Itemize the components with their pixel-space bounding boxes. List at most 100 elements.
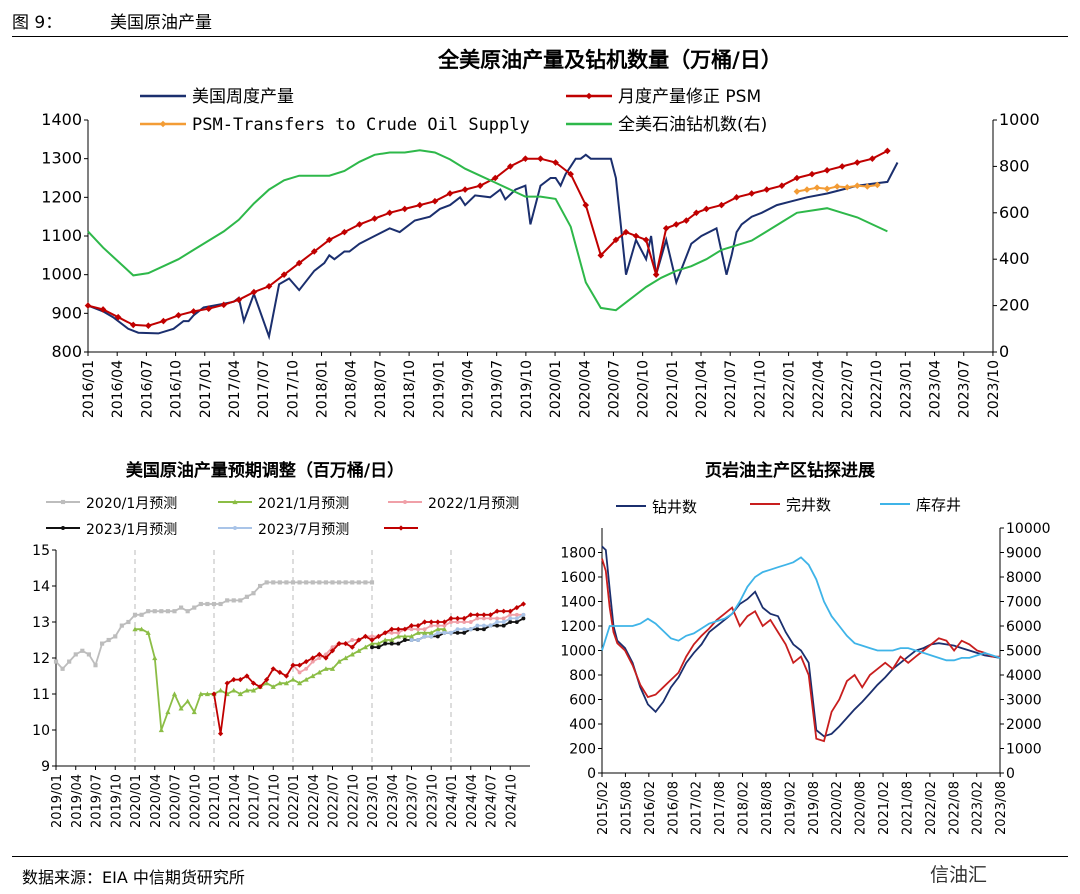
series-3-point: [501, 616, 506, 621]
series-2-point: [190, 308, 197, 315]
x-tick-label: 2015/02: [596, 781, 611, 835]
series-2-point: [99, 306, 107, 313]
series-line-6: [213, 603, 524, 734]
series-2-point: [175, 311, 182, 319]
x-tick-label: 2021/01: [208, 774, 223, 828]
y-tick-label: 13: [32, 615, 50, 631]
series-3-point: [853, 182, 861, 190]
series-1-point: [363, 580, 368, 585]
watermark-text: 信油汇: [930, 864, 988, 886]
y2-tick-label: 8000: [1006, 570, 1042, 586]
series-2-point: [838, 163, 846, 170]
series-5-point: [488, 623, 493, 628]
x-tick-label: 2020/10: [188, 774, 203, 828]
series-2-point: [265, 282, 273, 290]
series-2-point: [446, 190, 454, 197]
series-2-point: [461, 186, 469, 193]
series-5-point: [501, 620, 506, 624]
series-line-3: [292, 613, 524, 674]
series-2-point: [632, 232, 640, 240]
x-tick-label: 2019/02: [783, 781, 798, 835]
x-tick-label: 2021/10: [752, 360, 768, 418]
y2-tick-label: 800: [999, 156, 1030, 175]
x-tick-label: 2022/08: [947, 781, 962, 835]
y-tick-label: 200: [569, 742, 596, 758]
series-1-point: [277, 580, 282, 585]
series-6-point: [474, 612, 480, 618]
series-5-point: [416, 638, 421, 642]
series-2-point: [220, 301, 228, 309]
series-1-point: [317, 580, 322, 585]
series-1-point: [172, 609, 177, 614]
series-2-point: [389, 637, 395, 643]
series-2-point: [310, 673, 316, 679]
legend-label: 美国周度产量: [192, 87, 294, 107]
x-tick-label: 2022/07: [840, 360, 856, 418]
series-3-point: [508, 612, 513, 617]
y-tick-label: 1400: [41, 110, 82, 129]
chart-title: 美国原油产量预期调整（百万桶/日）: [126, 460, 404, 481]
series-2-point: [185, 698, 191, 704]
series-line-4: [87, 149, 888, 312]
x-tick-label: 2021/04: [228, 774, 243, 828]
x-tick-label: 2018/07: [373, 360, 389, 418]
series-2-point: [507, 163, 514, 170]
y-tick-label: 900: [51, 303, 82, 322]
x-tick-label: 2024/07: [485, 774, 500, 828]
y-tick-label: 1000: [41, 265, 82, 284]
series-5-point: [455, 627, 460, 632]
series-3-point: [304, 666, 309, 671]
y2-tick-label: 2000: [1006, 717, 1042, 733]
report-footer: 数据来源：EIA 中信期货研究所 信油汇: [0, 852, 1080, 894]
series-2-point: [718, 201, 725, 209]
series-3-point: [396, 630, 401, 635]
y-tick-label: 12: [32, 651, 50, 667]
y2-tick-label: 0: [999, 342, 1009, 361]
series-3-point: [330, 645, 335, 650]
series-1-point: [60, 666, 65, 671]
series-3-point: [514, 612, 519, 617]
series-2-point: [270, 684, 276, 689]
series-2-point: [296, 680, 303, 686]
series-2-point: [280, 271, 288, 278]
series-2-point: [662, 224, 670, 232]
x-tick-label: 2020/07: [169, 774, 184, 828]
series-5-point: [475, 623, 480, 628]
x-tick-label: 2016/10: [169, 360, 185, 418]
x-tick-label: 2020/10: [636, 360, 652, 418]
bottom-right-chart: 页岩油主产区钻探进展 0 200 400 600 800 1000 1200 1400 1600 1…: [560, 460, 1050, 835]
y-tick-label: 1400: [560, 595, 596, 611]
series-2-point: [316, 669, 322, 675]
series-2-point: [652, 271, 660, 278]
x-tick-label: 2020/04: [149, 774, 164, 828]
series-3-point: [793, 188, 801, 195]
series-2-point: [431, 197, 439, 205]
series-4-point: [495, 623, 500, 628]
series-2-point: [283, 680, 290, 686]
series-3-point: [462, 620, 467, 624]
x-tick-label: 2016/01: [81, 360, 97, 418]
x-tick-label: 2016/02: [643, 781, 658, 835]
x-tick-label: 2019/10: [109, 774, 124, 828]
series-2-point: [869, 155, 876, 162]
series-5-point: [508, 616, 513, 621]
series-3-point: [297, 670, 302, 675]
legend-label: 库存井: [916, 496, 961, 514]
x-tick-label: 2021/04: [694, 360, 710, 418]
y-tick-label: 15: [32, 543, 50, 559]
series-2-point: [823, 166, 831, 174]
y-tick-label: 11: [32, 687, 50, 703]
series-4-point: [508, 620, 513, 624]
x-tick-label: 2022/07: [327, 774, 342, 828]
series-2-point: [386, 209, 393, 217]
x-tick-label: 2022/01: [287, 774, 302, 828]
x-tick-label: 2022/10: [346, 774, 361, 828]
series-6-point: [250, 680, 257, 686]
series-2-point: [152, 655, 158, 661]
series-1-point: [139, 612, 144, 617]
series-6-point: [349, 644, 355, 650]
series-2-point: [356, 221, 363, 228]
series-2-point: [205, 305, 212, 312]
series-2-point: [237, 691, 243, 697]
x-tick-label: 2019/08: [807, 781, 822, 835]
